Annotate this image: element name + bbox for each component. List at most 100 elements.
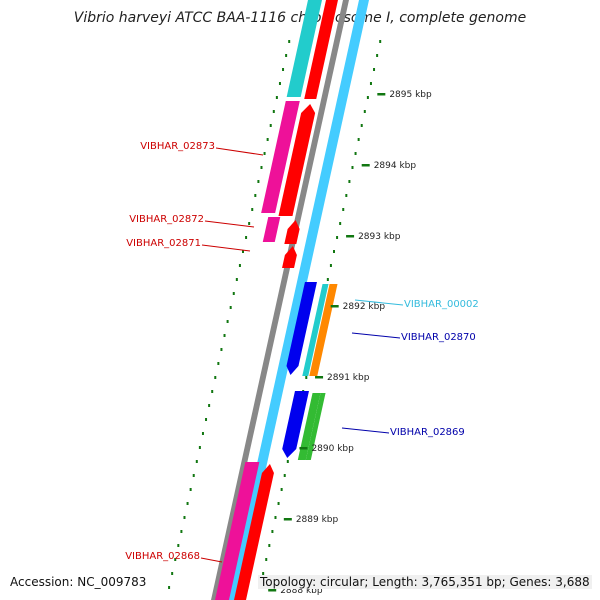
guide-dot-right <box>360 124 363 127</box>
guide-dot-left <box>235 278 238 281</box>
guide-dot-left <box>266 138 269 141</box>
guide-dot-left <box>186 502 189 505</box>
gene-label: VIBHAR_02869 <box>390 427 465 438</box>
guide-dot-left <box>288 40 291 43</box>
gene-label: VIBHAR_02871 <box>126 238 201 249</box>
red-gene-02872-arrow <box>284 220 300 244</box>
red-gene-02873-arrow <box>278 104 316 216</box>
red-gene-02868-arrow <box>234 464 274 600</box>
label-leader-line <box>204 220 255 228</box>
tick-label: 2891 kbp <box>327 373 370 383</box>
gene-labels: VIBHAR_02873 VIBHAR_02872 VIBHAR_02871 VIBH… <box>125 141 479 563</box>
guide-dot-left <box>220 348 223 351</box>
guide-dot-right <box>333 250 335 253</box>
backbone-gray <box>211 0 349 600</box>
guide-dot-left <box>205 418 208 421</box>
guide-dot-left <box>183 516 186 519</box>
guide-dot-left <box>278 82 281 85</box>
guide-dot-left <box>275 96 278 99</box>
tick-label: 2888 kbp <box>280 586 323 596</box>
tick-mark <box>283 518 292 521</box>
guide-dot-right <box>277 502 280 505</box>
guide-dot-right <box>268 544 271 547</box>
map-title: Vibrio harveyi ATCC BAA-1116 chromosome … <box>74 10 526 26</box>
green-gene-02869 <box>297 393 321 460</box>
guide-dot-right <box>271 530 274 533</box>
label-leader-line <box>200 557 223 563</box>
guide-dot-left <box>168 586 171 589</box>
tick-label: 2892 kbp <box>343 302 386 312</box>
guide-dot-right <box>379 40 382 43</box>
backbone-tracks <box>211 0 369 600</box>
guide-dot-right <box>351 166 354 169</box>
guide-dot-right <box>280 488 283 491</box>
gene-label: VIBHAR_00002 <box>404 299 479 310</box>
blue-gene-02869-arrow <box>282 391 309 458</box>
guide-dot-right <box>274 516 277 519</box>
guide-dot-right <box>354 152 357 155</box>
tick-label: 2894 kbp <box>374 161 417 171</box>
guide-dot-left <box>177 544 180 547</box>
guide-dot-right <box>336 236 339 239</box>
guide-dot-left <box>226 320 229 323</box>
guide-dot-left <box>195 460 198 463</box>
guide-dot-right <box>342 208 345 211</box>
guide-dot-left <box>223 334 226 337</box>
guide-dot-left <box>248 222 251 225</box>
guide-dot-left <box>217 362 220 365</box>
guide-dot-left <box>229 306 232 309</box>
guide-dot-left <box>171 572 174 575</box>
guide-dot-left <box>198 446 201 449</box>
guide-dot-left <box>174 558 177 561</box>
tick-label: 2889 kbp <box>296 515 339 525</box>
guide-dot-left <box>251 208 254 211</box>
guide-dot-right <box>329 264 332 267</box>
guide-dot-right <box>339 222 342 225</box>
guide-dot-left <box>201 432 204 435</box>
guide-dot-left <box>285 54 288 57</box>
guide-dot-right <box>366 96 369 99</box>
tick-mark <box>377 93 386 96</box>
tick-label: 2895 kbp <box>389 90 432 100</box>
red-gene-top <box>304 0 338 99</box>
gene-label: VIBHAR_02872 <box>129 214 204 225</box>
label-leader-line <box>341 427 390 434</box>
guide-dot-left <box>263 152 266 155</box>
guide-dot-right <box>363 110 366 113</box>
guide-dot-left <box>282 68 285 71</box>
guide-dot-left <box>257 180 260 183</box>
guide-dot-left <box>254 194 257 197</box>
guide-dot-left <box>269 124 272 127</box>
guide-dot-right <box>345 194 348 197</box>
label-leader-line <box>201 244 251 252</box>
label-leader-line <box>351 332 401 339</box>
guide-dot-right <box>357 138 360 141</box>
orange-gene-02870 <box>309 284 338 376</box>
gene-label: VIBHAR_02873 <box>140 141 215 152</box>
label-leader-line <box>354 299 404 306</box>
tick-mark <box>361 164 370 167</box>
guide-dot-left <box>192 474 195 477</box>
guide-dot-right <box>286 460 289 463</box>
guide-dot-right <box>373 68 376 71</box>
guide-dot-left <box>189 488 192 491</box>
guide-dot-right <box>283 474 286 477</box>
cyan-gene-top <box>286 0 322 97</box>
guide-dot-left <box>214 376 217 379</box>
blue-gene-02870-arrow <box>286 282 317 375</box>
magenta-gene-02872 <box>262 217 281 242</box>
cyan-gene-00002 <box>302 284 329 376</box>
guide-dot-right <box>376 54 379 57</box>
guide-dot-left <box>260 166 263 169</box>
magenta-gene-02873 <box>261 101 300 213</box>
guide-dot-left <box>245 236 248 239</box>
magenta-gene-02868 <box>215 462 260 600</box>
guide-dot-right <box>262 572 265 575</box>
tick-label: 2893 kbp <box>358 232 401 242</box>
guide-dot-left <box>272 110 275 113</box>
guide-dot-left <box>180 530 183 533</box>
gene-label: VIBHAR_02870 <box>401 332 476 343</box>
guide-dot-left <box>232 292 235 295</box>
green-gene-02869b <box>305 393 326 460</box>
